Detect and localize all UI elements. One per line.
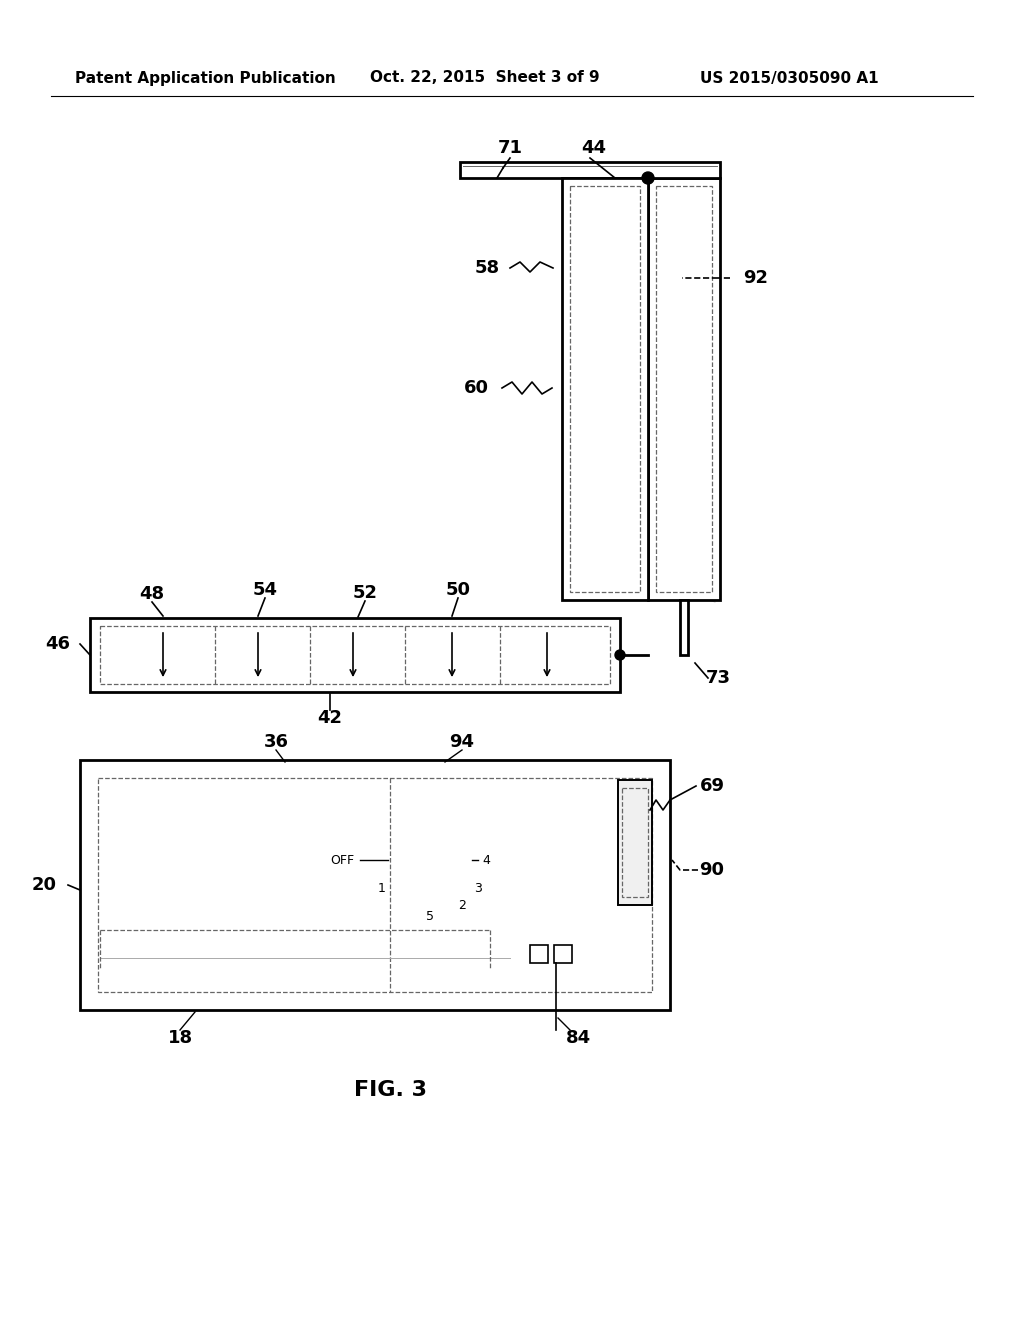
Text: 73: 73 [706,669,730,686]
Bar [90,618,620,692]
Text: 1: 1 [378,882,385,895]
Bar [98,777,652,993]
Text: 20: 20 [32,876,56,894]
Text: 3: 3 [474,882,482,895]
Text: 94: 94 [450,733,474,751]
Bar [562,178,648,601]
Circle shape [642,172,654,183]
Text: Oct. 22, 2015  Sheet 3 of 9: Oct. 22, 2015 Sheet 3 of 9 [370,70,600,86]
Bar [622,788,648,898]
Text: 60: 60 [464,379,488,397]
Text: 50: 50 [445,581,470,599]
Text: 4: 4 [482,854,489,866]
Text: 69: 69 [699,777,725,795]
Bar [80,760,670,1010]
Text: US 2015/0305090 A1: US 2015/0305090 A1 [700,70,879,86]
Bar [648,178,720,601]
Text: 42: 42 [317,709,342,727]
Text: 18: 18 [168,1030,193,1047]
Bar [656,186,712,591]
Bar [618,780,652,906]
Circle shape [615,649,625,660]
Bar [570,186,640,591]
Circle shape [412,842,449,878]
Text: OFF: OFF [330,854,354,866]
Text: 92: 92 [743,269,768,286]
Bar [680,601,688,655]
Text: 46: 46 [45,635,71,653]
Text: 52: 52 [352,583,378,602]
Text: FIG. 3: FIG. 3 [353,1080,427,1100]
Bar [100,626,610,684]
Text: Patent Application Publication: Patent Application Publication [75,70,336,86]
Bar [554,945,572,964]
Text: 44: 44 [582,139,606,157]
Text: 36: 36 [263,733,289,751]
Text: 71: 71 [498,139,522,157]
Text: 84: 84 [565,1030,591,1047]
Text: 90: 90 [699,861,725,879]
Bar [460,162,720,178]
Bar [530,945,548,964]
Text: 48: 48 [139,585,165,603]
Text: 54: 54 [253,581,278,599]
Text: 5: 5 [426,909,434,923]
Text: 58: 58 [474,259,500,277]
Text: 2: 2 [458,899,466,912]
